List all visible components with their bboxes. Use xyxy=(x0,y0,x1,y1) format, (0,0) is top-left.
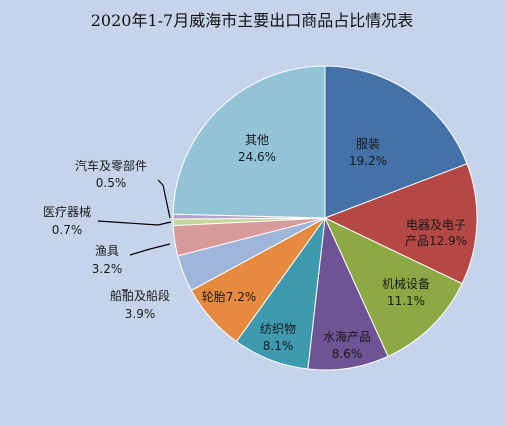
slice-label-4-0: 纺织物 xyxy=(260,322,296,336)
slice-label-7-0: 渔具 xyxy=(95,244,119,258)
leader-line-8 xyxy=(97,220,172,226)
slice-label-3-1: 8.6% xyxy=(332,347,363,361)
slice-label-4-1: 8.1% xyxy=(263,339,294,353)
leader-line-9 xyxy=(157,179,171,219)
slice-label-2-0: 机械设备 xyxy=(382,276,430,291)
chart-title: 2020年1-7月威海市主要出口商品占比情况表 xyxy=(91,11,414,30)
slice-1 xyxy=(323,163,478,285)
slice-label-5-0: 轮胎7.2% xyxy=(202,290,257,304)
slice-label-7-1: 3.2% xyxy=(92,262,123,276)
slice-label-8-1: 0.7% xyxy=(52,223,83,237)
slice-label-2-1: 11.1% xyxy=(387,294,425,308)
slice-0 xyxy=(324,65,468,219)
slice-label-0-0: 服装 xyxy=(356,137,380,151)
slice-label-9-0: 汽车及零部件 xyxy=(75,158,147,173)
slice-label-1-1: 产品12.9% xyxy=(405,234,467,248)
slice-10 xyxy=(172,65,326,219)
slice-label-0-1: 19.2% xyxy=(349,154,387,168)
slice-label-3-0: 水海产品 xyxy=(323,329,371,344)
leader-line-7 xyxy=(129,243,171,256)
slice-label-6-0: 船舶及船段 xyxy=(110,288,170,303)
slice-label-10-0: 其他 xyxy=(245,133,269,147)
slice-label-8-0: 医疗器械 xyxy=(43,204,91,219)
slice-label-10-1: 24.6% xyxy=(238,150,276,164)
slice-2 xyxy=(323,216,463,358)
slice-label-1-0: 电器及电子 xyxy=(406,218,466,232)
slice-label-6-1: 3.9% xyxy=(125,307,156,321)
slice-label-9-1: 0.5% xyxy=(96,176,127,190)
